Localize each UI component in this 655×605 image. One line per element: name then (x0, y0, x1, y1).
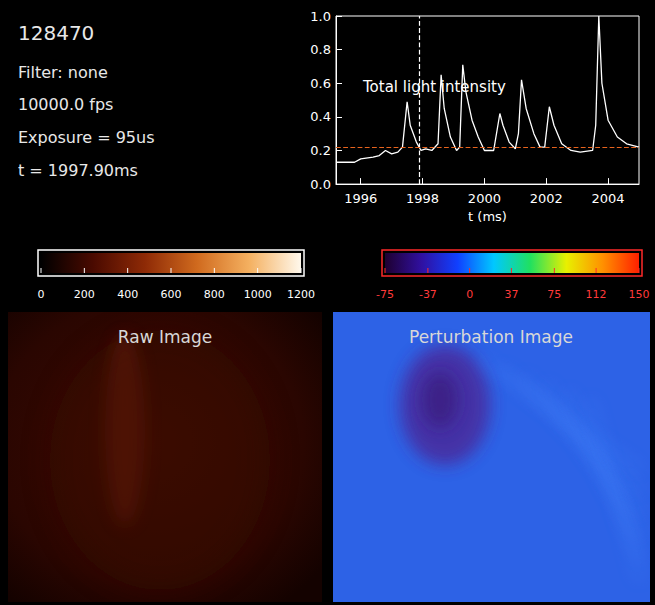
svg-text:2004: 2004 (592, 191, 625, 206)
svg-text:0.0: 0.0 (310, 177, 331, 192)
svg-text:800: 800 (204, 288, 225, 301)
svg-text:150: 150 (629, 288, 650, 301)
svg-text:1000: 1000 (244, 288, 272, 301)
svg-text:1.0: 1.0 (310, 9, 331, 24)
svg-text:37: 37 (504, 288, 518, 301)
svg-text:2002: 2002 (530, 191, 563, 206)
svg-text:0: 0 (38, 288, 45, 301)
svg-text:1200: 1200 (287, 288, 315, 301)
svg-text:112: 112 (586, 288, 607, 301)
svg-text:0: 0 (466, 288, 473, 301)
svg-text:128470: 128470 (18, 21, 94, 45)
svg-text:200: 200 (74, 288, 95, 301)
svg-text:-37: -37 (419, 288, 437, 301)
svg-text:Filter: none: Filter: none (18, 63, 108, 82)
svg-text:600: 600 (161, 288, 182, 301)
svg-text:400: 400 (117, 288, 138, 301)
svg-text:-75: -75 (376, 288, 394, 301)
svg-text:Exposure = 95us: Exposure = 95us (18, 128, 154, 147)
svg-text:t = 1997.90ms: t = 1997.90ms (18, 161, 138, 180)
svg-text:0.6: 0.6 (310, 76, 331, 91)
svg-text:0.8: 0.8 (310, 42, 331, 57)
svg-text:10000.0 fps: 10000.0 fps (18, 95, 113, 114)
svg-text:Total light intensity: Total light intensity (362, 78, 506, 96)
svg-text:0.4: 0.4 (310, 109, 331, 124)
svg-text:0.2: 0.2 (310, 143, 331, 158)
svg-text:75: 75 (547, 288, 561, 301)
svg-text:1996: 1996 (344, 191, 377, 206)
svg-text:Perturbation Image: Perturbation Image (409, 327, 573, 347)
svg-text:Raw Image: Raw Image (118, 327, 212, 347)
svg-text:2000: 2000 (468, 191, 501, 206)
svg-text:1998: 1998 (406, 191, 439, 206)
svg-text:t (ms): t (ms) (468, 209, 507, 224)
